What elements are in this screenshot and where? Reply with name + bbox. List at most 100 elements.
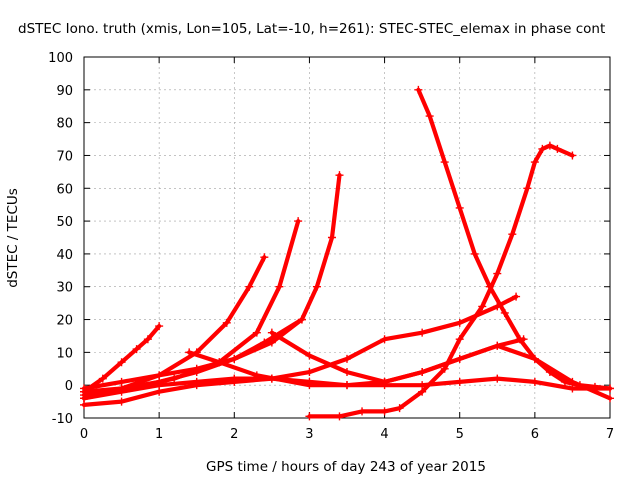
data-point [425,112,434,121]
y-tick-label: 70 [56,149,73,164]
data-point [230,374,239,383]
series-trace [81,324,162,394]
data-point [530,354,539,363]
data-point [343,368,351,377]
data-point [252,371,261,380]
y-tick-label: 80 [56,117,73,132]
data-point [305,351,314,360]
y-tick-label: 60 [56,182,73,197]
data-point [545,368,554,377]
y-tick-label: 0 [65,379,73,394]
data-point [327,233,336,242]
series-trace [81,337,526,401]
data-point [455,203,464,212]
data-point [418,368,427,377]
data-point [440,158,449,167]
data-point [530,158,539,167]
data-point [117,358,126,367]
axis-ticks: 0 1 2 3 4 5 6 7 -10 0 10 20 30 40 50 60 70 80 90 100 [48,51,614,442]
y-tick-label: 50 [56,215,73,230]
data-point [440,364,449,373]
data-point [335,171,344,180]
y-tick-label: -10 [52,412,73,427]
data-point [575,381,584,390]
data-point [560,377,569,386]
data-point [470,249,479,258]
data-point [523,184,532,193]
data-point [500,308,509,317]
data-point [493,341,502,350]
series-5 [80,171,344,396]
data-point [305,368,314,377]
x-axis-label: GPS time / hours of day 243 of year 2015 [206,459,486,475]
series-9 [267,328,614,403]
data-point [553,144,562,153]
data-point [117,387,126,396]
data-point [493,269,502,278]
chart-marks [80,85,614,421]
data-point [512,292,521,301]
data-point [192,368,201,377]
series-7 [80,335,528,403]
data-point [185,348,194,357]
data-point [215,358,224,367]
y-tick-label: 40 [56,248,73,263]
data-point [245,282,254,291]
data-point [222,318,231,327]
data-point [98,374,107,383]
data-point [343,354,351,363]
chart-grid [84,57,610,418]
data-point [117,397,126,406]
x-tick-label: 6 [531,427,539,442]
data-point [252,328,261,337]
y-axis-label: dSTEC / TECUs [5,188,21,288]
data-point [343,381,351,390]
data-point [414,85,423,94]
data-point [80,394,88,403]
data-point [508,230,517,239]
x-tick-label: 0 [80,427,88,442]
data-point [358,407,367,416]
data-point [455,354,464,363]
data-point [267,338,276,347]
data-point [478,302,487,311]
data-point [143,335,152,344]
data-point [545,141,554,150]
data-point [132,345,141,354]
data-point [294,217,303,226]
y-tick-label: 90 [56,84,73,99]
data-point [380,407,389,416]
y-tick-label: 30 [56,281,73,296]
data-point [455,318,464,327]
series-10 [305,141,577,421]
data-point [530,377,539,386]
data-point [455,335,464,344]
data-point [395,404,404,413]
plot-frame [83,56,611,419]
y-tick-label: 20 [56,314,73,329]
data-point [606,394,614,403]
data-point [455,377,464,386]
x-tick-label: 7 [606,427,614,442]
data-point [155,381,164,390]
x-tick-label: 2 [230,427,238,442]
data-point [305,412,314,421]
series-trace [187,350,613,391]
data-point [606,384,614,393]
data-point [380,335,389,344]
data-point [155,322,164,331]
series-trace [307,143,575,419]
data-point [515,335,524,344]
chart-title: dSTEC Iono. truth (xmis, Lon=105, Lat=-1… [18,21,605,37]
y-tick-label: 10 [56,346,73,361]
series-8 [185,348,614,393]
data-point [590,382,599,391]
data-point [380,377,389,386]
x-tick-label: 5 [456,427,464,442]
data-point [493,374,502,383]
y-tick-label: 100 [48,51,73,66]
data-point [305,381,314,390]
x-tick-label: 1 [155,427,163,442]
data-point [275,282,284,291]
series-11 [414,85,614,393]
